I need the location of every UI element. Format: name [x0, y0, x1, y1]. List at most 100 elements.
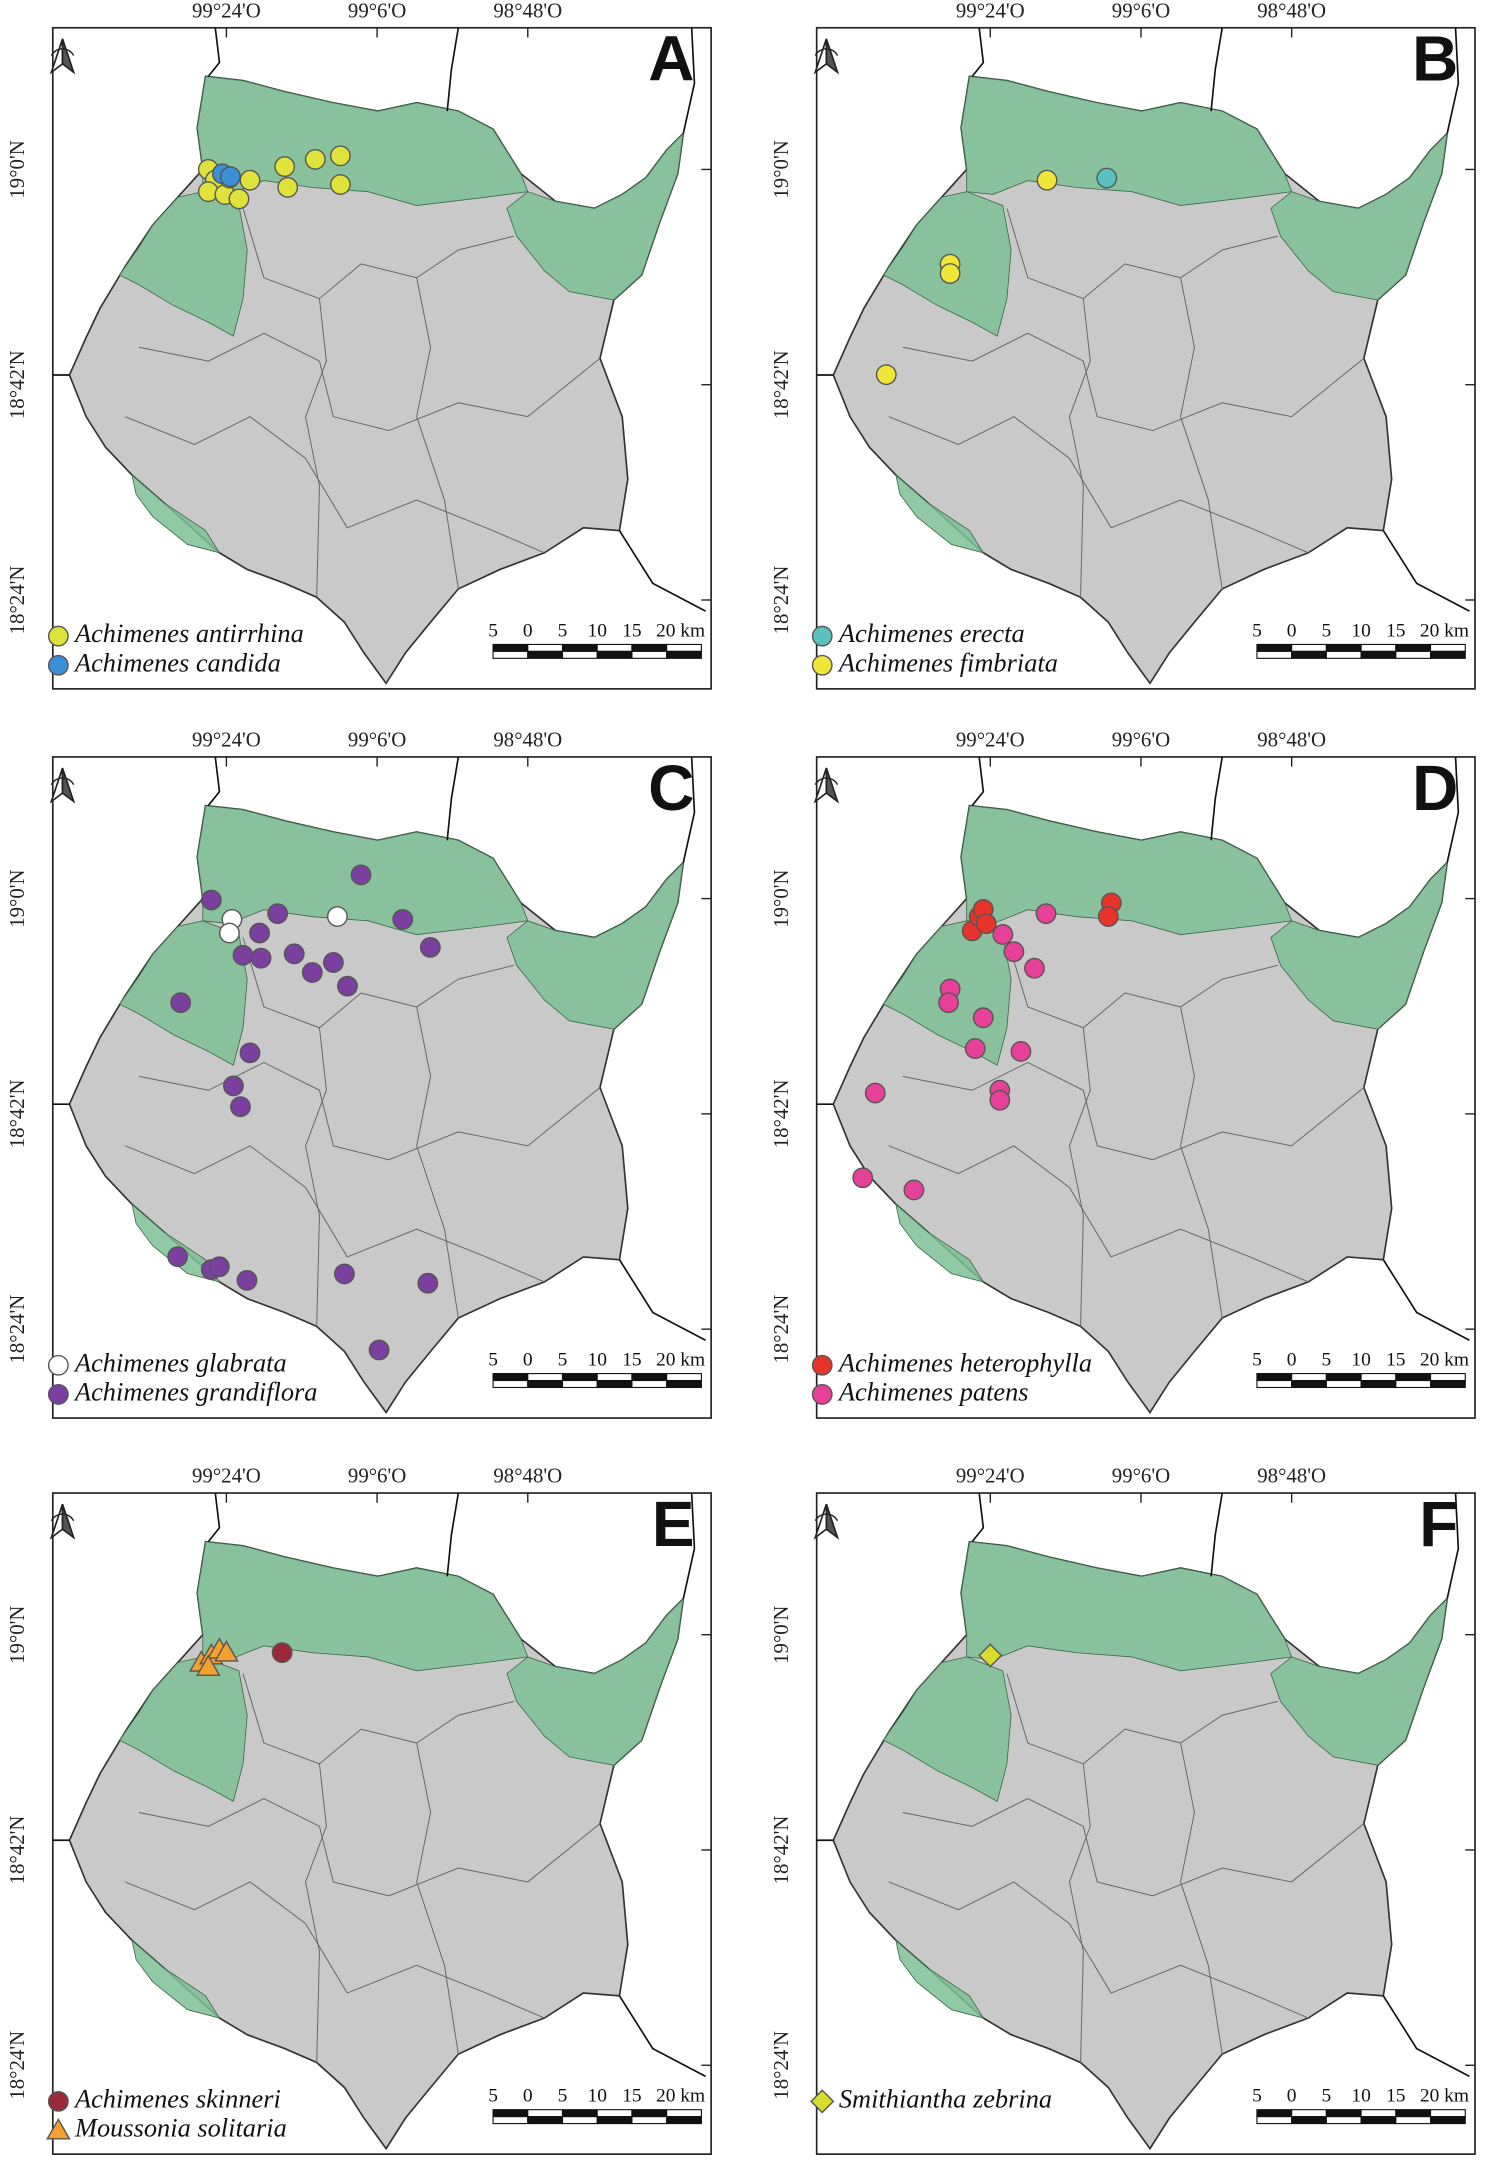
scale-segment — [527, 650, 564, 659]
scale-segment — [527, 2109, 564, 2118]
occurrence-point — [334, 1263, 355, 1285]
scale-segment — [666, 1379, 702, 1389]
scale-segment — [1291, 1379, 1327, 1389]
scale-segment — [1325, 2109, 1362, 2118]
legend-label: Smithiantha zebrina — [839, 2083, 1052, 2113]
scale-label: 10 — [1351, 620, 1370, 641]
scale-label: 0 — [1287, 1350, 1297, 1371]
legend-marker — [811, 1354, 833, 1376]
scale-segment — [1360, 650, 1397, 659]
scale-segment — [527, 643, 564, 652]
occurrence-point — [938, 992, 959, 1014]
occurrence-point — [214, 1640, 239, 1662]
scale-segment — [1360, 1373, 1397, 1382]
scale-label: 0 — [523, 1350, 533, 1371]
occurrence-point — [322, 952, 344, 973]
scale-segment — [1291, 2116, 1327, 2125]
legend-label: Achimenes fimbriata — [837, 647, 1058, 677]
scale-label: 15 — [622, 1350, 641, 1371]
scale-segment — [1429, 1373, 1466, 1382]
map-panel: C 99°24'O 99°6'O 98°48'O 19°0'N 18°42'N 18°24'… — [5, 727, 712, 1419]
occurrence-point — [337, 975, 358, 997]
occurrence-point — [1035, 903, 1057, 925]
scale-label: 5 — [488, 2086, 498, 2107]
scale-segment — [1395, 1379, 1432, 1389]
scale-segment — [1360, 643, 1397, 652]
legend-marker — [46, 2118, 71, 2140]
scale-segment — [666, 643, 702, 652]
occurrence-point — [1003, 941, 1025, 963]
scale-segment — [631, 1373, 668, 1382]
scale-label: 5 — [558, 620, 568, 641]
scale-label: 20 km — [656, 2086, 705, 2107]
scale-label: 20 km — [656, 1350, 705, 1371]
legend-label: Achimenes grandiflora — [73, 1376, 317, 1406]
scale-segment — [1325, 1379, 1362, 1389]
scale-segment — [1360, 2109, 1397, 2118]
panel-label: E — [652, 1488, 695, 1560]
scale-segment — [631, 650, 668, 659]
occurrence-point — [989, 1089, 1011, 1111]
scale-segment — [631, 2109, 668, 2118]
occurrence-point — [964, 1038, 986, 1059]
scale-segment — [1325, 650, 1362, 659]
y-tick-label: 18°24'N — [769, 566, 793, 635]
occurrence-point — [392, 908, 414, 930]
legend-label: Achimenes candida — [73, 647, 281, 677]
y-tick-label: 19°0'N — [769, 140, 793, 198]
scale-segment — [666, 2116, 702, 2125]
scale-segment — [596, 650, 633, 659]
legend-marker — [47, 2090, 69, 2112]
y-tick-label: 18°24'N — [769, 2031, 793, 2100]
scale-label: 5 — [1322, 620, 1332, 641]
occurrence-point — [1024, 957, 1045, 979]
legend-label: Achimenes patens — [837, 1376, 1029, 1406]
x-tick-label: 99°24'O — [956, 1464, 1025, 1488]
scale-segment — [492, 650, 529, 659]
x-tick-label: 99°6'O — [348, 0, 406, 22]
scale-segment — [561, 2116, 598, 2125]
scale-segment — [631, 643, 668, 652]
map-panel: A 99°24'O 99°6'O 98°48'O 19°0'N 18°42'N 18°24'… — [5, 0, 712, 690]
y-tick-label: 18°42'N — [769, 350, 793, 419]
occurrence-point — [864, 1082, 886, 1104]
x-tick-label: 99°24'O — [192, 1464, 261, 1488]
panel-label: D — [1412, 752, 1458, 824]
legend-label: Achimenes skinneri — [73, 2083, 281, 2113]
scale-label: 0 — [523, 2086, 533, 2107]
scale-label: 5 — [558, 2086, 568, 2107]
legend-label: Achimenes heterophylla — [837, 1347, 1092, 1377]
scale-segment — [561, 1373, 598, 1382]
y-tick-label: 18°24'N — [5, 2031, 29, 2100]
legend-label: Achimenes glabrata — [73, 1347, 287, 1377]
scale-segment — [1325, 2116, 1362, 2125]
y-tick-label: 18°42'N — [5, 1079, 29, 1148]
occurrence-point — [903, 1179, 925, 1201]
scale-segment — [631, 1379, 668, 1389]
occurrence-point — [170, 992, 192, 1014]
x-tick-label: 98°48'O — [1257, 727, 1326, 751]
scale-label: 5 — [558, 1350, 568, 1371]
occurrence-point — [875, 364, 897, 386]
legend-marker — [47, 1354, 69, 1376]
scale-segment — [1325, 1373, 1362, 1382]
scale-label: 5 — [488, 1350, 498, 1371]
scale-label: 0 — [1287, 2086, 1297, 2107]
panel-label: A — [648, 23, 694, 95]
scale-segment — [596, 2116, 633, 2125]
occurrence-point — [417, 1272, 439, 1294]
y-tick-label: 18°42'N — [769, 1816, 793, 1885]
occurrence-point — [972, 1007, 994, 1029]
occurrence-point — [975, 913, 997, 935]
scale-segment — [631, 2116, 668, 2125]
scale-label: 5 — [1252, 2086, 1262, 2107]
y-tick-label: 19°0'N — [769, 1606, 793, 1664]
scale-segment — [1429, 650, 1466, 659]
occurrence-point — [330, 174, 351, 195]
scale-label: 0 — [523, 620, 533, 641]
occurrence-point — [1010, 1041, 1032, 1062]
y-tick-label: 18°24'N — [5, 1295, 29, 1364]
scale-segment — [1429, 643, 1466, 652]
occurrence-point — [304, 148, 326, 170]
